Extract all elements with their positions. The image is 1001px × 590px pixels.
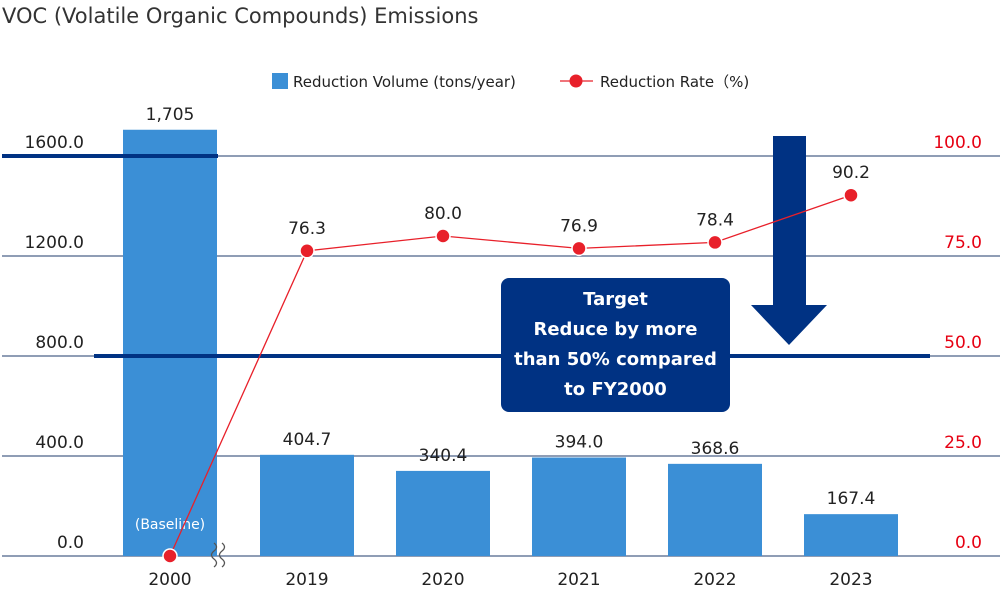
baseline-note: (Baseline) xyxy=(135,517,205,533)
bar-value-label: 340.4 xyxy=(419,446,468,466)
left-axis-tick-label: 400.0 xyxy=(35,433,84,453)
line-value-label: 76.9 xyxy=(560,216,598,236)
reduction-rate-point-2020 xyxy=(435,228,451,244)
bar-2000 xyxy=(123,129,217,556)
x-tick-label: 2020 xyxy=(421,570,464,590)
right-axis-tick-label: 50.0 xyxy=(944,333,982,353)
right-axis-tick-label: 100.0 xyxy=(933,133,982,153)
bar-value-label: 394.0 xyxy=(555,433,604,453)
right-axis-tick-label: 0.0 xyxy=(955,533,982,553)
line-value-label: 76.3 xyxy=(288,219,326,239)
bar-2019 xyxy=(260,454,354,556)
bar-2021 xyxy=(532,457,626,556)
left-axis-tick-label: 1200.0 xyxy=(25,233,84,253)
bar-2023 xyxy=(804,514,898,556)
x-tick-label: 2023 xyxy=(829,570,872,590)
left-axis-tick-label: 1600.0 xyxy=(25,133,84,153)
legend-marker-line xyxy=(569,74,583,88)
reduction-rate-point-2021 xyxy=(571,240,587,257)
bar-2022 xyxy=(668,463,762,556)
chart-title: VOC (Volatile Organic Compounds) Emissio… xyxy=(2,4,479,28)
axis-break-mark xyxy=(210,542,218,568)
line-value-label: 78.4 xyxy=(696,210,734,230)
x-tick-label: 2000 xyxy=(148,570,191,590)
x-tick-label: 2021 xyxy=(557,570,600,590)
line-value-label: 90.2 xyxy=(832,163,870,183)
reduction-rate-point-2023 xyxy=(843,187,859,203)
target-line-3: than 50% compared xyxy=(514,349,717,370)
target-down-arrow xyxy=(751,136,827,345)
right-axis-tick-label: 25.0 xyxy=(944,433,982,453)
line-value-label: 80.0 xyxy=(424,204,462,224)
x-tick-label: 2022 xyxy=(693,570,736,590)
left-axis-tick-label: 800.0 xyxy=(35,333,84,353)
reduction-rate-point-2022 xyxy=(707,234,723,251)
target-line-2: Reduce by more xyxy=(533,319,698,340)
reduction-rate-point-2000 xyxy=(162,548,178,564)
target-line-1: Target xyxy=(583,289,648,310)
legend-swatch-bar xyxy=(272,73,288,89)
right-axis-tick-label: 75.0 xyxy=(944,233,982,253)
bar-value-label: 1,705 xyxy=(146,105,195,125)
legend-label-bar: Reduction Volume (tons/year) xyxy=(293,73,516,91)
bar-value-label: 404.7 xyxy=(283,430,332,450)
bar-value-label: 167.4 xyxy=(827,489,876,509)
bar-2020 xyxy=(396,470,490,556)
target-line-4: to FY2000 xyxy=(564,379,667,400)
x-tick-label: 2019 xyxy=(285,570,328,590)
reduction-rate-line xyxy=(169,194,852,557)
axis-break-mark xyxy=(218,542,226,568)
bar-value-label: 368.6 xyxy=(691,439,740,459)
left-axis-tick-label: 0.0 xyxy=(57,533,84,553)
legend-label-line: Reduction Rate（%) xyxy=(600,73,749,91)
target-box: Target Reduce by more than 50% compared … xyxy=(501,278,730,412)
reduction-rate-point-2019 xyxy=(299,243,315,259)
